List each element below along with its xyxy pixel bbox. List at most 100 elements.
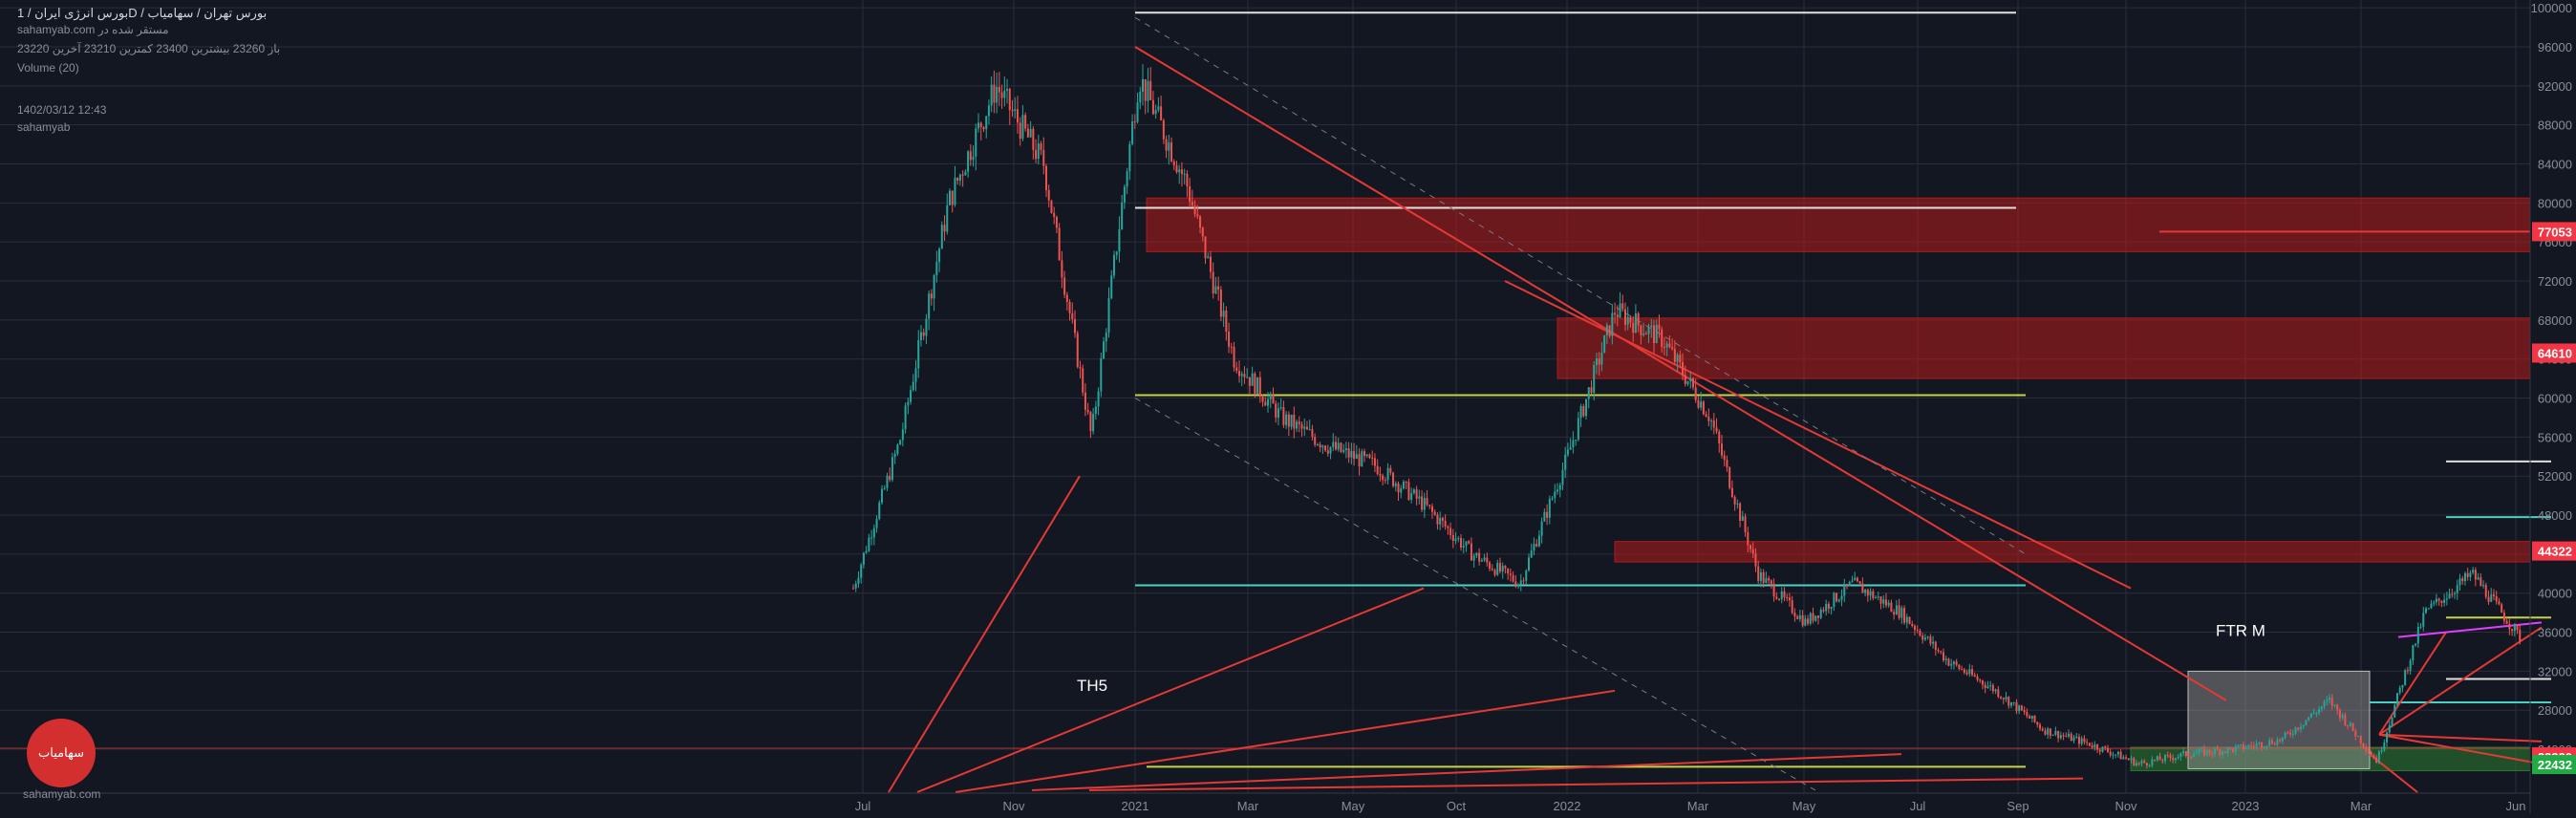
- candle-body: [1846, 584, 1849, 587]
- candle-body: [1684, 375, 1686, 385]
- candle-body: [2136, 763, 2138, 766]
- candle-body: [868, 537, 870, 551]
- candle-body: [2054, 730, 2057, 735]
- candle-body: [2487, 596, 2490, 602]
- candle-body: [2101, 746, 2104, 752]
- candle-body: [1971, 669, 1974, 676]
- candle-body: [1334, 441, 1337, 450]
- candle-body: [1509, 573, 1512, 575]
- candle-body: [2184, 751, 2187, 757]
- candle-body: [1470, 543, 1472, 561]
- candle-body: [1908, 616, 1911, 625]
- candle-body: [1952, 661, 1955, 664]
- candle-body: [1219, 290, 1222, 317]
- y-tick-label: 60000: [2538, 392, 2572, 406]
- candle-body: [1991, 685, 1994, 692]
- candle-body: [917, 340, 920, 369]
- candle-body: [1575, 440, 1578, 441]
- candle-body: [2454, 592, 2457, 594]
- candle-body: [1248, 377, 1251, 386]
- candle-body: [1887, 602, 1890, 606]
- candle-body: [2198, 749, 2200, 753]
- candle-body: [1751, 549, 1754, 554]
- candle-body: [1872, 591, 1875, 598]
- candle-body: [1822, 609, 1825, 612]
- candle-body: [2501, 604, 2503, 614]
- candle-body: [1577, 418, 1579, 441]
- candle-body: [977, 122, 980, 129]
- candle-body: [2216, 748, 2219, 750]
- candle-body: [1554, 491, 1556, 499]
- candle-body: [2261, 742, 2264, 748]
- candle-body: [889, 475, 891, 481]
- x-tick-label: Jun: [2506, 799, 2526, 813]
- candle-body: [2047, 728, 2050, 735]
- candle-body: [2143, 761, 2146, 764]
- candle-body: [1042, 149, 1045, 166]
- candle-body: [854, 583, 857, 589]
- candle-body: [1903, 608, 1906, 623]
- candle-body: [2391, 717, 2394, 726]
- candle-body: [1047, 189, 1050, 201]
- candle-body: [1626, 316, 1629, 325]
- candle-body: [1653, 325, 1656, 344]
- candle-body: [1314, 437, 1317, 445]
- candle-body: [1439, 517, 1442, 525]
- candle-body: [948, 190, 951, 205]
- candle-body: [2422, 613, 2425, 627]
- candle-body: [2323, 701, 2326, 707]
- candle-body: [961, 174, 964, 176]
- candle-body: [1919, 630, 1921, 636]
- candle-body: [1133, 121, 1136, 123]
- candle-body: [2179, 753, 2182, 758]
- candle-body: [1332, 441, 1335, 447]
- candle-body: [1451, 534, 1454, 541]
- candle-body: [943, 225, 946, 232]
- sahamyab-logo[interactable]: سهامیاب: [27, 719, 96, 787]
- candle-body: [2237, 744, 2240, 747]
- candle-body: [2265, 745, 2268, 747]
- candle-body: [2041, 728, 2044, 731]
- candle-body: [1287, 414, 1290, 427]
- candle-body: [1707, 417, 1710, 421]
- candle-body: [1149, 80, 1152, 100]
- candle-body: [1629, 316, 1632, 323]
- candle-body: [2122, 757, 2125, 760]
- candle-body: [2291, 734, 2294, 736]
- candle-body: [1546, 511, 1549, 518]
- candle-body: [1665, 343, 1668, 348]
- candle-body: [2502, 613, 2505, 621]
- candle-body: [914, 368, 917, 382]
- candle-body: [2109, 751, 2112, 756]
- candle-body: [2116, 751, 2119, 755]
- candle-body: [1916, 630, 1919, 632]
- candle-body: [1094, 406, 1097, 415]
- price-label-bg: [2532, 541, 2576, 561]
- candle-body: [1895, 605, 1898, 615]
- candle-body: [1697, 399, 1700, 408]
- candle-body: [2044, 730, 2047, 735]
- candle-body: [1676, 355, 1679, 362]
- candle-body: [1186, 173, 1189, 186]
- candle-body: [1065, 294, 1068, 302]
- candle-body: [1394, 483, 1397, 486]
- candle-body: [1480, 560, 1483, 562]
- candle-body: [2219, 749, 2222, 755]
- candle-body: [1843, 584, 1846, 596]
- candle-body: [1835, 592, 1838, 602]
- candle-body: [2000, 697, 2003, 699]
- candle-body: [893, 453, 896, 458]
- candle-body: [956, 178, 959, 182]
- candle-body: [2435, 598, 2437, 603]
- candle-body: [1115, 251, 1118, 255]
- candle-body: [1705, 414, 1707, 418]
- candle-body: [2349, 722, 2351, 726]
- candle-body: [2208, 749, 2211, 754]
- candle-body: [1172, 161, 1175, 166]
- candle-body: [2461, 578, 2464, 582]
- candle-body: [2284, 732, 2286, 738]
- candle-body: [2240, 743, 2243, 745]
- candle-body: [1866, 590, 1869, 596]
- candle-body: [2273, 743, 2276, 745]
